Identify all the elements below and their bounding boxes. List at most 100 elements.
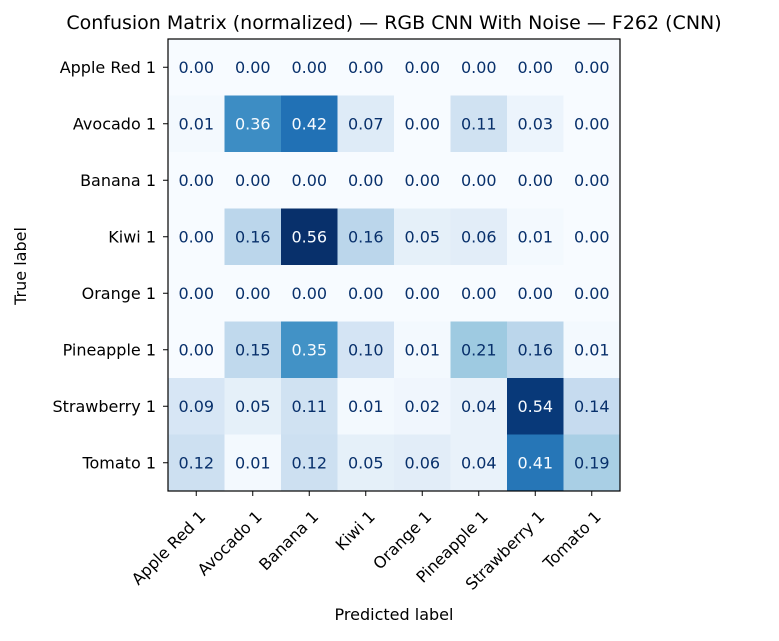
heatmap-cell: [168, 95, 225, 153]
cell-value-labels: 0.00 0.00 0.00 0.00 0.00 0.00 0.00 0.00 0.01 0.36…: [178, 58, 609, 473]
heatmap-cell: [394, 378, 451, 435]
cell-value-label: 0.00: [517, 171, 553, 190]
heatmap-cell: [168, 208, 225, 266]
heatmap-cell: [394, 208, 451, 266]
cell-value-label: 0.41: [517, 453, 553, 472]
cell-value-label: 0.03: [517, 114, 553, 133]
y-axis-label: True label: [11, 227, 30, 306]
heatmap-cell: [337, 378, 395, 435]
y-tick-label: Strawberry 1: [52, 397, 156, 416]
cell-value-label: 0.35: [291, 340, 327, 359]
cell-value-label: 0.09: [178, 397, 214, 416]
x-tick-label: Banana 1: [255, 507, 322, 574]
x-tick-label: Kiwi 1: [332, 507, 379, 554]
cell-value-label: 0.15: [235, 340, 271, 359]
cell-value-label: 0.06: [461, 227, 497, 246]
heatmap-cell: [337, 208, 395, 266]
cell-value-label: 0.00: [291, 284, 327, 303]
heatmap-cell: [224, 321, 282, 379]
plot-frame: [167, 38, 621, 492]
cell-value-label: 0.02: [404, 397, 440, 416]
y-axis: Apple Red 1 Avocado 1 Banana 1 Kiwi 1 Orange…: [52, 58, 168, 472]
heatmap-cell: [563, 265, 621, 322]
heatmap-cell: [394, 152, 451, 209]
cell-value-label: 0.01: [517, 227, 553, 246]
cell-value-label: 0.00: [461, 284, 497, 303]
cell-value-label: 0.06: [404, 453, 440, 472]
heatmap-cell: [450, 95, 508, 153]
heatmap-cell: [281, 378, 338, 435]
cell-value-label: 0.12: [178, 453, 214, 472]
cell-value-label: 0.11: [461, 114, 497, 133]
heatmap-cell: [224, 265, 282, 322]
cell-value-label: 0.00: [235, 284, 271, 303]
cell-value-label: 0.01: [235, 453, 271, 472]
y-tick-label: Avocado 1: [73, 114, 156, 133]
heatmap-cell: [224, 208, 282, 266]
y-tick-label: Pineapple 1: [63, 340, 156, 359]
cell-value-label: 0.01: [178, 114, 214, 133]
heatmap-cell: [337, 39, 395, 96]
heatmap-cell: [507, 321, 564, 379]
cell-value-label: 0.00: [178, 284, 214, 303]
heatmap-cell: [281, 95, 338, 153]
heatmap-cell: [168, 265, 225, 322]
cell-value-label: 0.00: [461, 171, 497, 190]
y-tick-label: Tomato 1: [81, 453, 156, 472]
cell-value-label: 0.00: [235, 171, 271, 190]
heatmap-cell: [394, 265, 451, 322]
cell-value-label: 0.05: [235, 397, 271, 416]
heatmap-cell: [563, 95, 621, 153]
heatmap-cell: [168, 321, 225, 379]
cell-value-label: 0.01: [404, 340, 440, 359]
heatmap-cell: [563, 152, 621, 209]
heatmap-cell: [563, 39, 621, 96]
x-tick-label: Tomato 1: [539, 507, 605, 573]
heatmap-cell: [450, 208, 508, 266]
cell-value-label: 0.16: [235, 227, 271, 246]
cell-value-label: 0.00: [461, 58, 497, 77]
heatmap-cell: [224, 39, 282, 96]
heatmap-cell: [563, 321, 621, 379]
y-tick-label: Orange 1: [82, 284, 156, 303]
heatmap-cell: [394, 95, 451, 153]
cell-value-label: 0.01: [574, 340, 610, 359]
heatmap-cell: [507, 95, 564, 153]
cell-value-label: 0.07: [348, 114, 384, 133]
heatmap-cell: [450, 378, 508, 435]
y-tick-label: Kiwi 1: [108, 227, 156, 246]
heatmap-cell: [168, 39, 225, 96]
cell-value-label: 0.00: [404, 114, 440, 133]
cell-value-label: 0.00: [517, 58, 553, 77]
heatmap-cell: [450, 39, 508, 96]
heatmap-cell: [224, 434, 282, 492]
cell-value-label: 0.00: [574, 284, 610, 303]
cell-value-label: 0.00: [291, 58, 327, 77]
heatmap-cell: [563, 434, 621, 492]
heatmap-cell: [168, 152, 225, 209]
cell-value-label: 0.00: [178, 58, 214, 77]
cell-value-label: 0.00: [235, 58, 271, 77]
cell-value-label: 0.04: [461, 453, 497, 472]
heatmap-cell: [337, 152, 395, 209]
y-tick-label: Apple Red 1: [60, 58, 156, 77]
cell-value-label: 0.12: [291, 453, 327, 472]
chart-title: Confusion Matrix (normalized) — RGB CNN …: [66, 12, 721, 34]
cell-value-label: 0.00: [178, 340, 214, 359]
cell-value-label: 0.05: [348, 453, 384, 472]
heatmap-cell: [450, 434, 508, 492]
cell-value-label: 0.00: [348, 284, 384, 303]
heatmap-cell: [563, 378, 621, 435]
x-tick-label: Apple Red 1: [128, 507, 210, 589]
heatmap-cell: [337, 434, 395, 492]
cell-value-label: 0.21: [461, 340, 497, 359]
heatmap-cell: [337, 321, 395, 379]
heatmap-cell: [281, 39, 338, 96]
heatmap-cell: [507, 152, 564, 209]
heatmap-cell: [507, 39, 564, 96]
heatmap-cell: [281, 152, 338, 209]
cell-value-label: 0.16: [348, 227, 384, 246]
heatmap-cell: [281, 208, 338, 266]
heatmap-cell: [281, 321, 338, 379]
